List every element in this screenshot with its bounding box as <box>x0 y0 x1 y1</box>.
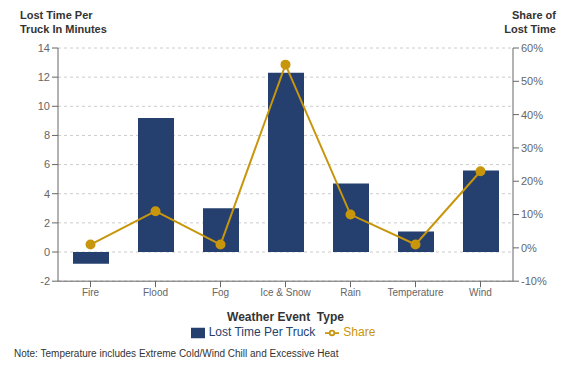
svg-text:Fire: Fire <box>82 287 100 298</box>
svg-text:Wind: Wind <box>469 287 492 298</box>
svg-text:Temperature: Temperature <box>387 287 444 298</box>
svg-text:0%: 0% <box>521 242 537 254</box>
svg-text:0: 0 <box>44 246 50 258</box>
svg-text:8: 8 <box>44 129 50 141</box>
svg-text:14: 14 <box>38 42 50 54</box>
svg-text:10: 10 <box>38 100 50 112</box>
svg-text:Ice & Snow: Ice & Snow <box>260 287 311 298</box>
svg-text:50%: 50% <box>521 75 543 87</box>
svg-text:Weather Event Type: Weather Event Type <box>227 310 344 324</box>
svg-text:30%: 30% <box>521 142 543 154</box>
svg-text:-10%: -10% <box>521 275 547 287</box>
svg-text:-2: -2 <box>40 275 50 287</box>
html-text:Share: Share <box>343 325 376 340</box>
svg-text:20%: 20% <box>521 175 543 187</box>
svg-text:12: 12 <box>38 71 50 83</box>
svg-text:Flood: Flood <box>143 287 168 298</box>
svg-text:60%: 60% <box>521 42 543 54</box>
svg-text:Rain: Rain <box>340 287 361 298</box>
svg-text:10%: 10% <box>521 208 543 220</box>
html-text:Lost Time Per Truck: Lost Time Per Truck <box>208 325 316 340</box>
svg-text:6: 6 <box>44 158 50 170</box>
html-text:Note: Temperature includes Ext: Note: Temperature includes Extreme Cold/… <box>14 348 339 359</box>
svg-text:Fog: Fog <box>212 287 229 298</box>
svg-text:4: 4 <box>44 188 50 200</box>
html-text:Lost Time Per Truck In Minutes: Lost Time Per Truck In Minutes <box>20 9 107 35</box>
svg-text:2: 2 <box>44 217 50 229</box>
svg-text:40%: 40% <box>521 109 543 121</box>
html-text:Share of Lost Time: Share of Lost Time <box>504 9 556 35</box>
